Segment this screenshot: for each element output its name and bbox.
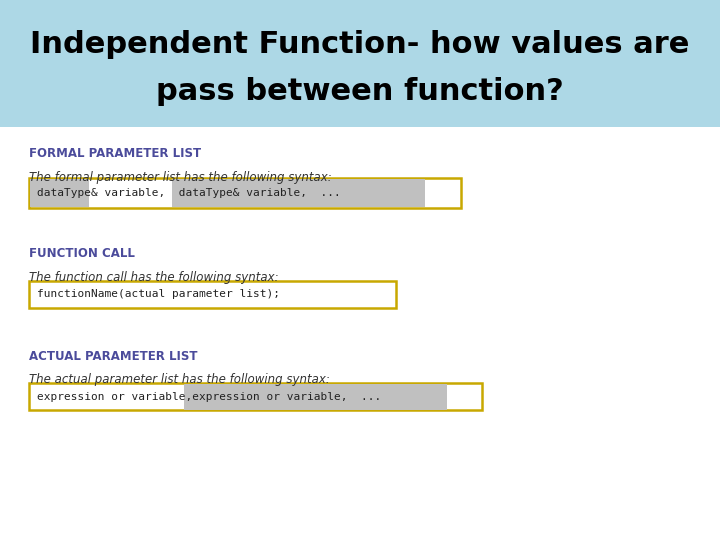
FancyBboxPatch shape — [29, 281, 396, 308]
Text: The formal parameter list has the following syntax:: The formal parameter list has the follow… — [29, 171, 331, 184]
Text: FORMAL PARAMETER LIST: FORMAL PARAMETER LIST — [29, 147, 201, 160]
FancyBboxPatch shape — [184, 384, 447, 410]
FancyBboxPatch shape — [29, 178, 461, 208]
FancyBboxPatch shape — [172, 179, 425, 207]
Text: dataType& variable,  dataType& variable,  ...: dataType& variable, dataType& variable, … — [37, 188, 341, 198]
FancyBboxPatch shape — [0, 0, 720, 127]
FancyBboxPatch shape — [29, 383, 482, 410]
Text: ACTUAL PARAMETER LIST: ACTUAL PARAMETER LIST — [29, 350, 197, 363]
FancyBboxPatch shape — [30, 179, 89, 207]
Text: functionName(actual parameter list);: functionName(actual parameter list); — [37, 289, 281, 299]
Text: The function call has the following syntax:: The function call has the following synt… — [29, 271, 279, 284]
Text: expression or variable,expression or variable,  ...: expression or variable,expression or var… — [37, 392, 382, 402]
Text: pass between function?: pass between function? — [156, 77, 564, 106]
Text: The actual parameter list has the following syntax:: The actual parameter list has the follow… — [29, 373, 330, 386]
Text: FUNCTION CALL: FUNCTION CALL — [29, 247, 135, 260]
Text: Independent Function- how values are: Independent Function- how values are — [30, 30, 690, 59]
